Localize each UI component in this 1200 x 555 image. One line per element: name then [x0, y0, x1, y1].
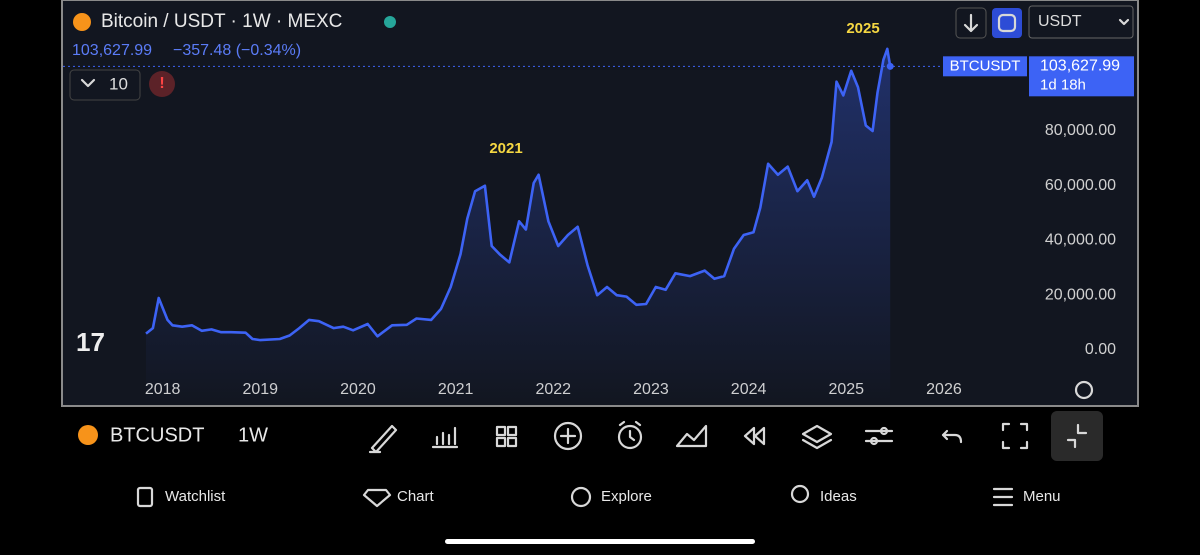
- add-tool[interactable]: [553, 421, 583, 451]
- indicators-tool[interactable]: [431, 426, 459, 449]
- slider-knob: [879, 426, 889, 436]
- clock-hands: [618, 420, 642, 442]
- annotation: 2025: [846, 20, 879, 37]
- replay[interactable]: [743, 426, 766, 446]
- symbol-title: Bitcoin / USDT · 1W · MEXC: [101, 11, 342, 32]
- home-indicator: [445, 539, 755, 544]
- indicator-count: 10: [109, 74, 128, 93]
- nav-item[interactable]: Explore: [601, 488, 652, 505]
- alert-mark: !: [159, 75, 164, 92]
- chevron: [1118, 18, 1130, 26]
- nav-icon: [790, 484, 810, 504]
- crosshair-tool[interactable]: [1051, 411, 1103, 461]
- indicators-toggle[interactable]: [69, 69, 141, 101]
- nav-icon: [362, 488, 392, 508]
- chart-type[interactable]: [675, 424, 708, 448]
- alert-tool[interactable]: [617, 424, 643, 450]
- y-tick-label: 0.00: [1085, 341, 1116, 358]
- plus: [559, 427, 577, 445]
- symbol-tag: [943, 56, 1027, 77]
- alert-badge[interactable]: [149, 71, 175, 97]
- nav-item[interactable]: Watchlist: [165, 488, 226, 505]
- toolbar: [0, 408, 1200, 464]
- price-change: −357.48 (−0.34%): [173, 42, 301, 59]
- scale-icon: [997, 13, 1017, 33]
- crosshair-icon: [1066, 423, 1088, 449]
- draw-tool[interactable]: [368, 424, 398, 454]
- annotation: 2021: [489, 140, 522, 157]
- price-tag-price: 103,627.99: [1040, 58, 1120, 75]
- plot: 0.00 20,000.00 40,000.00 60,000.00 80,000.00…: [63, 47, 1134, 406]
- toolbar-interval[interactable]: 1W: [238, 424, 268, 446]
- layout-tool[interactable]: [495, 425, 518, 448]
- nav-item[interactable]: Menu: [1023, 488, 1061, 505]
- currency: USDT: [1038, 13, 1082, 30]
- price-tag-countdown: 1d 18h: [1040, 76, 1086, 93]
- coin-icon: [73, 13, 91, 31]
- price-line-series: [145, 47, 892, 342]
- market-status: [384, 16, 396, 28]
- currency-select[interactable]: [1028, 5, 1134, 39]
- toolbar-symbol[interactable]: BTCUSDT: [110, 424, 204, 446]
- settings-icon[interactable]: [1074, 380, 1094, 400]
- fullscreen[interactable]: [1001, 422, 1029, 450]
- last-price: 103,627.99: [72, 42, 152, 59]
- last-point: [886, 62, 894, 70]
- chevron: [80, 78, 96, 88]
- layers[interactable]: [801, 424, 833, 450]
- x-tick-label: 2026: [926, 381, 962, 398]
- y-tick-label: 60,000.00: [1045, 177, 1116, 194]
- arrow-down: [963, 13, 979, 33]
- nav-icon: [136, 486, 154, 508]
- symbol-tag-text: BTCUSDT: [950, 57, 1021, 74]
- nav-icon: [992, 487, 1014, 507]
- undo[interactable]: [941, 429, 963, 444]
- price-tag: [1029, 56, 1134, 97]
- auto-scale[interactable]: [992, 8, 1022, 38]
- nav-icon: [570, 486, 592, 508]
- nav-item[interactable]: Chart: [397, 488, 435, 505]
- y-tick-label: 40,000.00: [1045, 232, 1116, 249]
- slider-knob: [869, 436, 879, 446]
- y-tick-label: 80,000.00: [1045, 122, 1116, 139]
- logo: 17: [76, 327, 105, 357]
- y-tick-label: 20,000.00: [1045, 286, 1116, 303]
- nav-item[interactable]: Ideas: [820, 488, 857, 505]
- coin-icon: [78, 425, 98, 445]
